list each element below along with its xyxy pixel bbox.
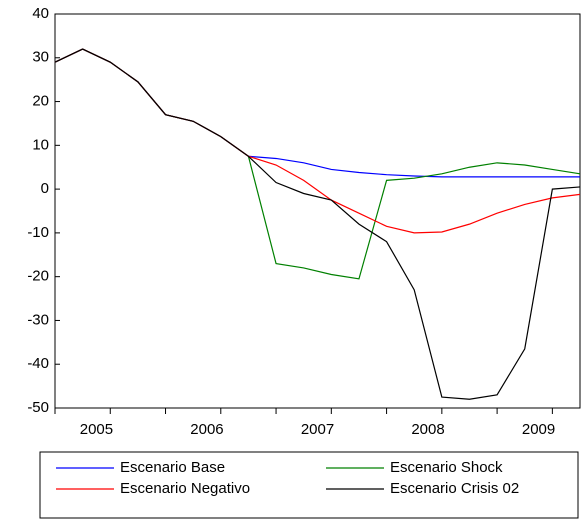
series-line <box>54 48 581 234</box>
series-line <box>54 48 581 400</box>
x-tick-label: 2006 <box>190 421 223 438</box>
legend-label: Escenario Base <box>120 459 225 476</box>
x-tick-label: 2007 <box>301 421 334 438</box>
x-tick-label: 2008 <box>411 421 444 438</box>
x-tick-label: 2009 <box>522 421 555 438</box>
series-line <box>54 48 581 280</box>
y-tick-label: 40 <box>32 5 49 22</box>
plot-frame <box>54 13 581 409</box>
y-tick-label: -20 <box>27 268 49 285</box>
y-tick-label: 10 <box>32 136 49 153</box>
y-tick-label: 20 <box>32 93 49 110</box>
legend-label: Escenario Shock <box>390 459 503 476</box>
x-tick-label: 2005 <box>80 421 113 438</box>
y-tick-label: 30 <box>32 49 49 66</box>
y-tick-label: -50 <box>27 399 49 416</box>
legend-box <box>39 451 579 519</box>
y-tick-label: -10 <box>27 224 49 241</box>
y-tick-label: -40 <box>27 355 49 372</box>
y-tick-label: -30 <box>27 311 49 328</box>
legend-label: Escenario Negativo <box>120 480 250 497</box>
series-line <box>54 48 580 178</box>
y-tick-label: 0 <box>41 180 49 197</box>
legend-label: Escenario Crisis 02 <box>390 480 519 497</box>
